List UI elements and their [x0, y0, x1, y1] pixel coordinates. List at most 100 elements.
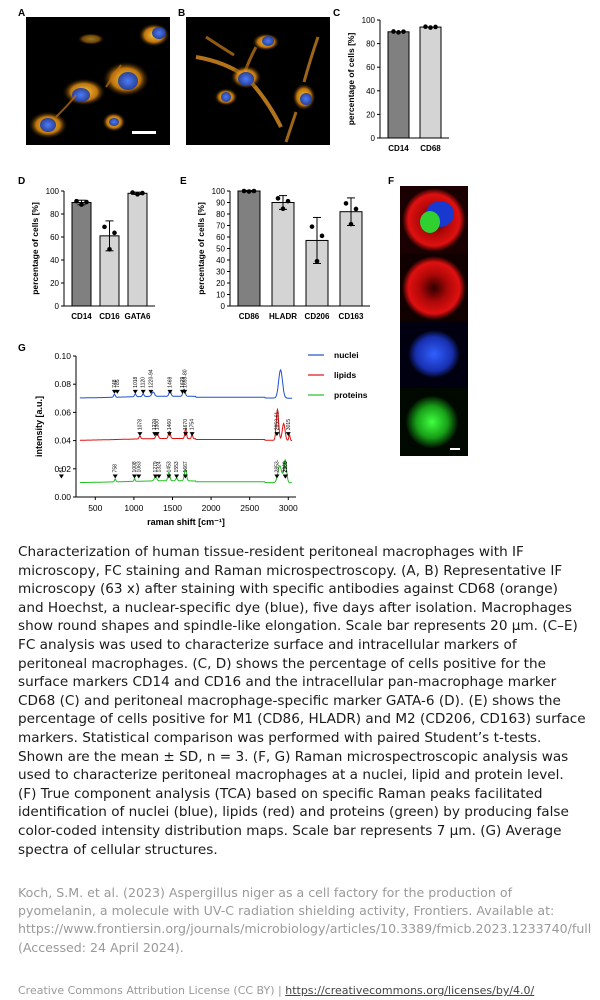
- chart-g-peak-marker: [274, 432, 280, 437]
- chart-g-peak-marker: [166, 432, 172, 437]
- scale-bar-a: [132, 131, 156, 134]
- chart-e-y-tick-label: 90: [216, 199, 225, 208]
- chart-e-category-label: CD86: [239, 312, 260, 321]
- chart-g-legend-nuclei: nuclei: [334, 350, 359, 360]
- chart-g-peak-marker: [182, 474, 188, 479]
- chart-e-y-tick-label: 60: [216, 233, 225, 242]
- chart-d-category-label: GATA6: [125, 312, 151, 321]
- chart-e-y-tick-label: 10: [216, 291, 225, 300]
- chart-g-x-tick-label: 1000: [124, 503, 143, 513]
- chart-g-peak-label: 1468: [168, 376, 174, 387]
- chart-c: 0 20 40 60 80 100 percentage of cells [%] CD14 C…: [346, 16, 449, 153]
- micrograph-f: [400, 186, 468, 456]
- chart-g-y-tick-label: 0.04: [54, 436, 71, 446]
- chart-c-replicate-dot: [428, 25, 433, 30]
- chart-g-peak-marker: [148, 389, 154, 394]
- chart-g-peak-marker: [154, 432, 160, 437]
- panel-label-d: D: [18, 176, 26, 187]
- chart-e-replicate-dot: [309, 224, 315, 229]
- chart-g-peak-label: 1453: [166, 461, 172, 472]
- chart-c-y-tick-label: 0: [371, 134, 376, 143]
- chart-d-category-label: CD14: [71, 312, 92, 321]
- panel-label-b: B: [178, 8, 186, 19]
- chart-e-replicate-dot: [246, 189, 252, 194]
- chart-e-y-tick-label: 30: [216, 268, 225, 277]
- panel-label-e: E: [180, 176, 187, 187]
- chart-g-peak-marker: [58, 474, 64, 479]
- chart-c-replicate-dot: [401, 29, 406, 34]
- chart-c-replicate-dot: [391, 29, 396, 34]
- chart-g-y-tick-label: 0.10: [54, 351, 71, 361]
- chart-g-peak-marker: [174, 474, 180, 479]
- chart-e-y-tick-label: 0: [221, 302, 226, 311]
- chart-e-y-tick-label: 70: [216, 222, 225, 231]
- chart-g-peak-marker: [167, 389, 173, 394]
- chart-e: 0 10 20 30 40 50 60 70 80 90 100 percentage of cell…: [196, 187, 370, 321]
- chart-g: 0.00 0.02 0.04 0.06 0.08 0.10 500 1000 1500 2000 2…: [34, 350, 368, 527]
- chart-e-y-tick-label: 40: [216, 256, 225, 265]
- chart-g-peak-label: 1220-94: [148, 369, 154, 388]
- chart-e-replicate-dot: [353, 206, 359, 212]
- chart-g-series-proteins: [79, 458, 293, 484]
- chart-g-peak-label: 1629: [180, 376, 186, 387]
- chart-g-peak-marker: [166, 474, 172, 479]
- license-line: Creative Commons Attribution License (CC…: [18, 984, 588, 997]
- chart-g-peak-label: 1754: [190, 419, 196, 430]
- chart-g-peak-marker: [156, 474, 162, 479]
- chart-g-peak-marker: [183, 432, 189, 437]
- chart-d-replicate-dot: [140, 190, 145, 196]
- scale-bar-f: [450, 448, 460, 450]
- chart-e-replicate-dot: [314, 258, 320, 264]
- chart-g-series-lipids: [79, 407, 293, 441]
- panel-label-f: F: [388, 176, 395, 187]
- chart-g-peak-label: 1018: [133, 376, 139, 387]
- chart-c-category-label: CD14: [388, 144, 409, 153]
- chart-g-y-tick-label: 0.08: [54, 379, 71, 389]
- chart-e-y-axis-label: percentage of cells [%]: [196, 202, 206, 295]
- chart-d-replicate-dot: [102, 224, 107, 230]
- license-link[interactable]: https://creativecommons.org/licenses/by/…: [285, 984, 535, 997]
- chart-e-replicate-dot: [285, 198, 291, 204]
- chart-d-bar-gata6: [127, 192, 148, 307]
- chart-g-peak-marker: [132, 389, 138, 394]
- reference-text: Koch, S.M. et al. (2023) Aspergillus nig…: [18, 885, 592, 955]
- chart-g-peak-label: 1659-80: [182, 369, 188, 388]
- chart-g-peak-marker: [114, 389, 120, 394]
- chart-g-series-nuclei: [79, 368, 293, 399]
- chart-c-y-tick-label: 40: [366, 87, 375, 96]
- chart-c-y-tick-label: 20: [366, 110, 375, 119]
- chart-d-bar-cd14: [71, 202, 92, 307]
- chart-c-category-label: CD68: [420, 144, 441, 153]
- chart-g-x-axis-label: raman shift [cm⁻¹]: [147, 517, 225, 527]
- chart-e-replicate-dot: [348, 221, 354, 227]
- chart-e-replicate-dot: [319, 233, 325, 239]
- chart-d-y-tick-label: 40: [50, 256, 59, 265]
- chart-c-replicate-dot: [423, 24, 428, 30]
- chart-c-y-axis-label: percentage of cells [%]: [346, 33, 356, 126]
- chart-g-peak-marker: [283, 474, 289, 479]
- chart-g-peak-marker: [152, 474, 158, 479]
- chart-g-peak-label: 1270: [152, 419, 158, 430]
- chart-d-y-tick-label: 20: [50, 279, 59, 288]
- chart-c-replicate-dot: [433, 24, 438, 30]
- chart-e-category-label: CD163: [339, 312, 364, 321]
- chart-g-y-tick-label: 0.06: [54, 407, 71, 417]
- chart-e-category-label: CD206: [305, 312, 330, 321]
- chart-g-peak-label: 1300: [155, 419, 161, 430]
- chart-g-peak-label: 1063: [136, 461, 142, 472]
- chart-g-peak-label: 785: [115, 379, 121, 388]
- micrograph-a: [26, 17, 170, 145]
- chart-d-replicate-dot: [130, 190, 135, 195]
- chart-d-y-tick-label: 0: [55, 302, 60, 311]
- chart-d-category-label: CD16: [99, 312, 120, 321]
- license-text: Creative Commons Attribution License (CC…: [18, 984, 286, 997]
- panel-label-c: C: [333, 8, 341, 19]
- chart-d: 0 20 40 60 80 100 percentage of cells [%] CD14 C…: [30, 187, 155, 321]
- chart-g-y-tick-label: 0.02: [54, 464, 71, 474]
- chart-g-peak-marker: [136, 474, 142, 479]
- chart-g-peak-marker: [112, 474, 118, 479]
- panel-label-a: A: [18, 8, 26, 19]
- chart-g-x-tick-label: 3000: [279, 503, 298, 513]
- panel-label-g: G: [18, 343, 26, 354]
- chart-g-x-tick-label: 2500: [240, 503, 259, 513]
